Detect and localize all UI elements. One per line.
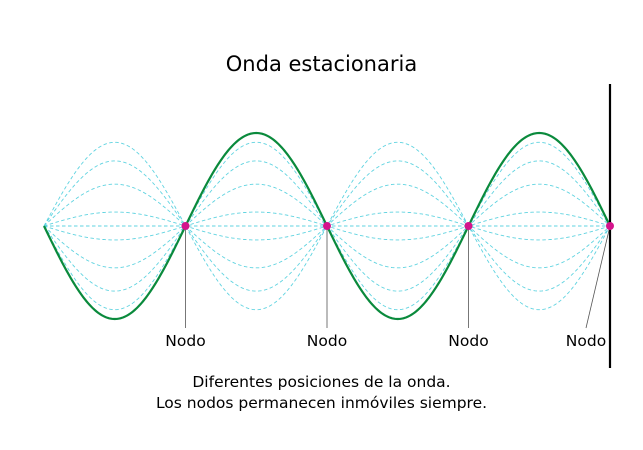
diagram-caption: Diferentes posiciones de la onda. Los no… xyxy=(0,372,643,414)
node-labels: Nodo Nodo Nodo Nodo xyxy=(165,332,606,350)
node-point-1 xyxy=(181,222,190,230)
caption-line-2: Los nodos permanecen inmóviles siempre. xyxy=(155,394,488,412)
node-leader-lines xyxy=(185,225,611,329)
ghost-wave-8 xyxy=(43,141,611,311)
node-label-3: Nodo xyxy=(448,332,488,350)
node-label-2: Nodo xyxy=(307,332,347,350)
node-point-4 xyxy=(606,222,614,230)
node-label-4: Nodo xyxy=(566,332,606,350)
node-point-3 xyxy=(464,222,473,230)
node-point-2 xyxy=(323,222,331,230)
diagram-title: Onda estacionaria xyxy=(225,52,418,76)
node-points xyxy=(181,222,614,230)
caption-line-1: Diferentes posiciones de la onda. xyxy=(192,373,451,391)
node-label-1: Nodo xyxy=(165,332,205,350)
node-leader-4 xyxy=(585,225,611,329)
ghost-wave-1 xyxy=(43,141,611,311)
